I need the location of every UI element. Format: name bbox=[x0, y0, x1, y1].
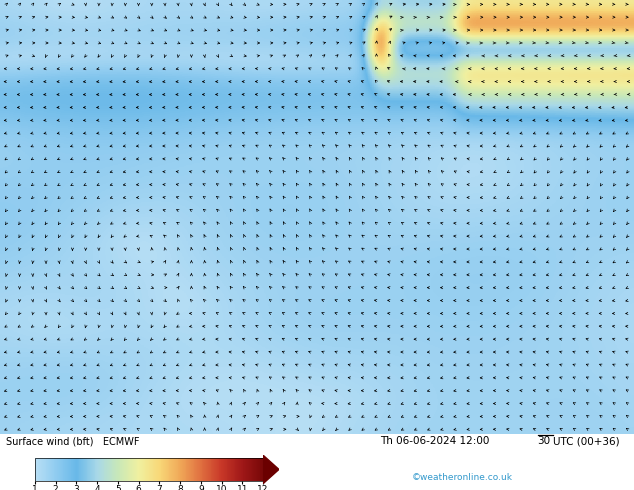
Text: Th 06-06-2024 12:00: Th 06-06-2024 12:00 bbox=[380, 437, 490, 446]
Text: Surface wind (bft)   ECMWF: Surface wind (bft) ECMWF bbox=[6, 437, 140, 446]
Polygon shape bbox=[263, 455, 279, 484]
Text: 30: 30 bbox=[538, 437, 551, 446]
Text: ©weatheronline.co.uk: ©weatheronline.co.uk bbox=[412, 473, 513, 482]
Text: UTC (00+36): UTC (00+36) bbox=[553, 437, 620, 446]
